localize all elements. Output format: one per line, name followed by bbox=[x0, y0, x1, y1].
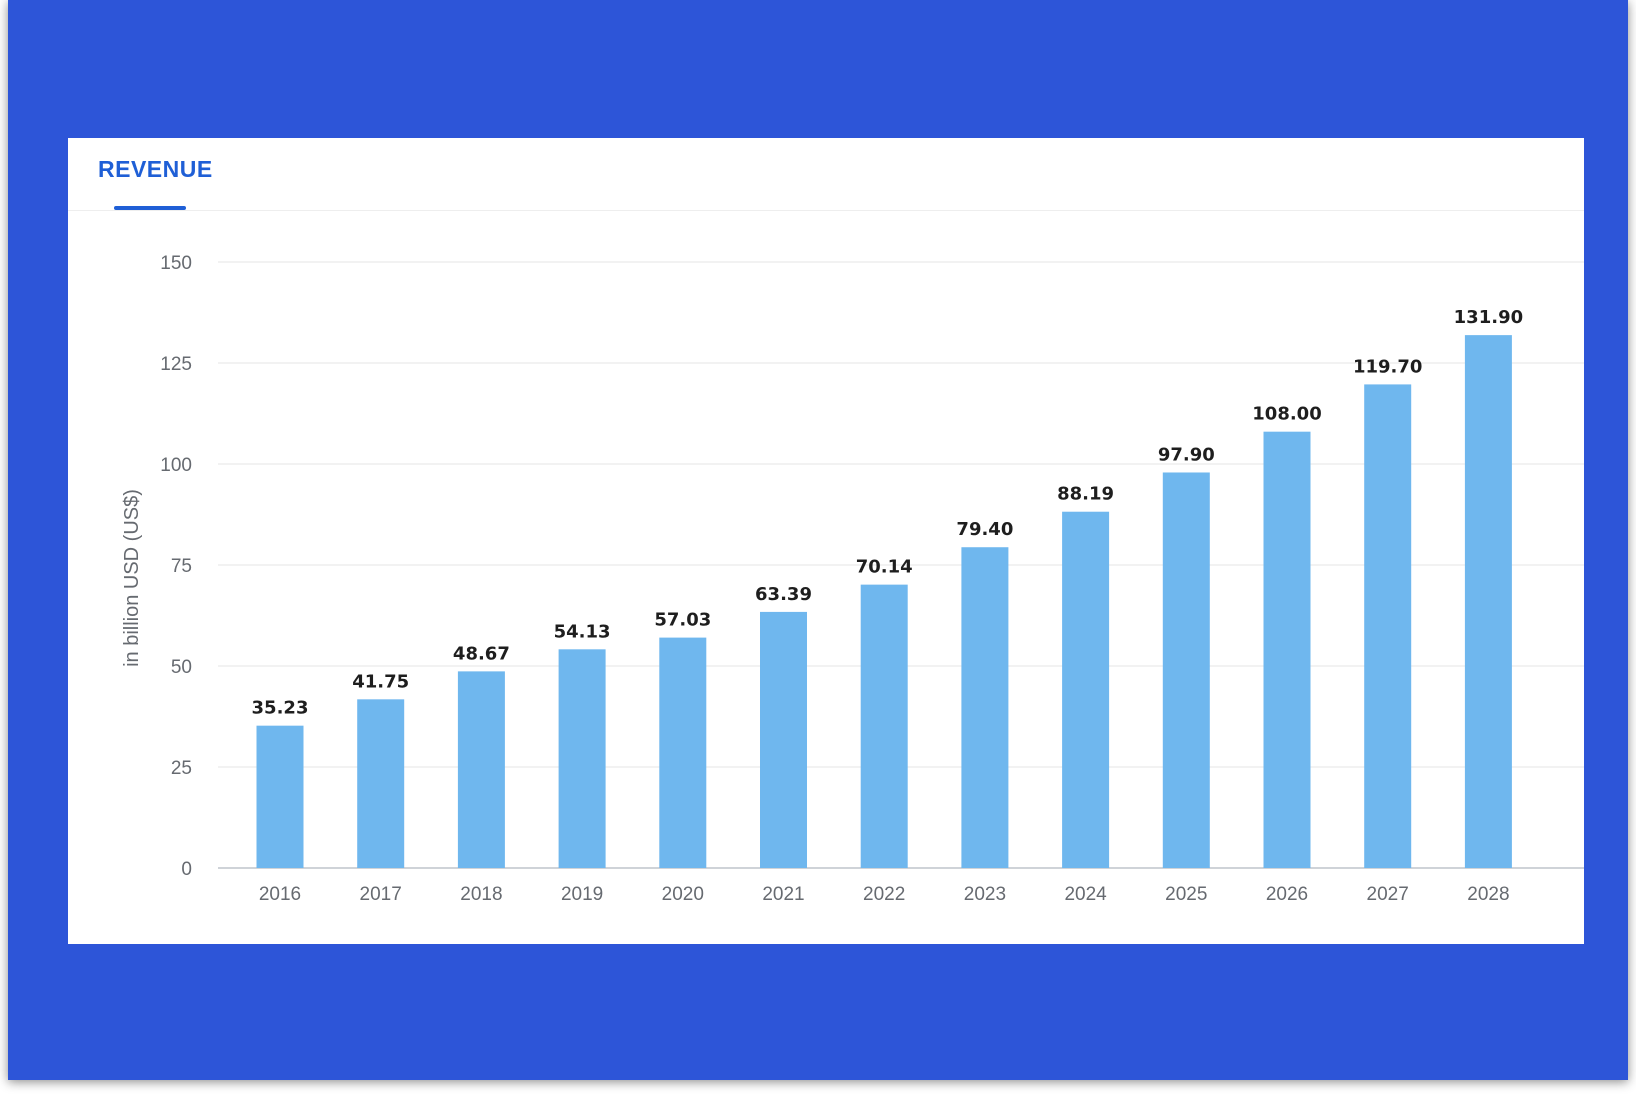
x-tick-label-2017: 2017 bbox=[360, 884, 402, 905]
x-tick-label-2021: 2021 bbox=[762, 884, 804, 905]
bar-2017[interactable] bbox=[357, 699, 405, 868]
data-label-2019: 54.13 bbox=[554, 621, 611, 642]
data-labels: 35.23 41.75 48.67 54.13 57.03 63.39 70.14 79.40… bbox=[252, 307, 1524, 719]
bar-2021[interactable] bbox=[760, 611, 807, 868]
y-tick-label: 0 bbox=[181, 859, 192, 880]
data-label-2028: 131.90 bbox=[1454, 307, 1523, 328]
x-tick-label-2019: 2019 bbox=[561, 884, 603, 905]
chart-card: REVENUE 0 25 50 75 100 125 150 in billion USD … bbox=[68, 138, 1584, 944]
data-label-2017: 41.75 bbox=[352, 671, 409, 692]
y-tick-label: 75 bbox=[171, 556, 192, 577]
revenue-bar-chart: 0 25 50 75 100 125 150 in billion USD (US$) 35… bbox=[121, 253, 1584, 905]
y-tick-label: 125 bbox=[160, 354, 192, 375]
y-axis-label: in billion USD (US$) bbox=[121, 489, 143, 667]
bar-2026[interactable] bbox=[1263, 431, 1311, 868]
bar-2027[interactable] bbox=[1364, 384, 1412, 868]
data-label-2022: 70.14 bbox=[856, 557, 913, 578]
y-tick-label: 100 bbox=[160, 455, 192, 476]
background-frame: REVENUE 0 25 50 75 100 125 150 in billion USD … bbox=[8, 0, 1628, 1080]
x-axis-ticks: 2016 2017 2018 2019 2020 2021 2022 2023 2024 2025… bbox=[259, 884, 1510, 905]
x-tick-label-2025: 2025 bbox=[1165, 884, 1207, 905]
tab-revenue[interactable]: REVENUE bbox=[98, 156, 213, 182]
data-label-2018: 48.67 bbox=[453, 643, 510, 664]
bar-2019[interactable] bbox=[558, 649, 606, 868]
y-tick-label: 25 bbox=[171, 758, 192, 779]
x-tick-label-2027: 2027 bbox=[1367, 884, 1409, 905]
x-tick-label-2022: 2022 bbox=[863, 884, 905, 905]
x-tick-label-2023: 2023 bbox=[964, 884, 1006, 905]
bar-2018[interactable] bbox=[457, 671, 505, 868]
x-tick-label-2018: 2018 bbox=[460, 884, 502, 905]
data-label-2020: 57.03 bbox=[654, 610, 711, 631]
y-axis-ticks: 0 25 50 75 100 125 150 bbox=[160, 253, 192, 880]
bar-2028[interactable] bbox=[1464, 335, 1512, 868]
bars bbox=[256, 335, 1512, 868]
x-tick-label-2020: 2020 bbox=[662, 884, 704, 905]
tab-active-indicator bbox=[114, 206, 186, 210]
bar-2016[interactable] bbox=[256, 725, 304, 868]
x-tick-label-2028: 2028 bbox=[1467, 884, 1509, 905]
x-tick-label-2024: 2024 bbox=[1064, 884, 1107, 905]
bar-2025[interactable] bbox=[1162, 472, 1210, 868]
y-tick-label: 150 bbox=[160, 253, 192, 274]
data-label-2026: 108.00 bbox=[1252, 404, 1321, 425]
x-tick-label-2016: 2016 bbox=[259, 884, 301, 905]
bar-2022[interactable] bbox=[860, 584, 908, 868]
bar-2023[interactable] bbox=[961, 547, 1009, 868]
tab-divider bbox=[68, 210, 1584, 211]
data-label-2021: 63.39 bbox=[755, 584, 812, 605]
data-label-2024: 88.19 bbox=[1057, 484, 1114, 505]
y-tick-label: 50 bbox=[171, 657, 192, 678]
data-label-2016: 35.23 bbox=[252, 698, 309, 719]
data-label-2025: 97.90 bbox=[1158, 444, 1215, 465]
data-label-2027: 119.70 bbox=[1353, 356, 1422, 377]
bar-2024[interactable] bbox=[1062, 511, 1110, 868]
x-tick-label-2026: 2026 bbox=[1266, 884, 1308, 905]
data-label-2023: 79.40 bbox=[956, 519, 1013, 540]
bar-2020[interactable] bbox=[659, 637, 707, 868]
